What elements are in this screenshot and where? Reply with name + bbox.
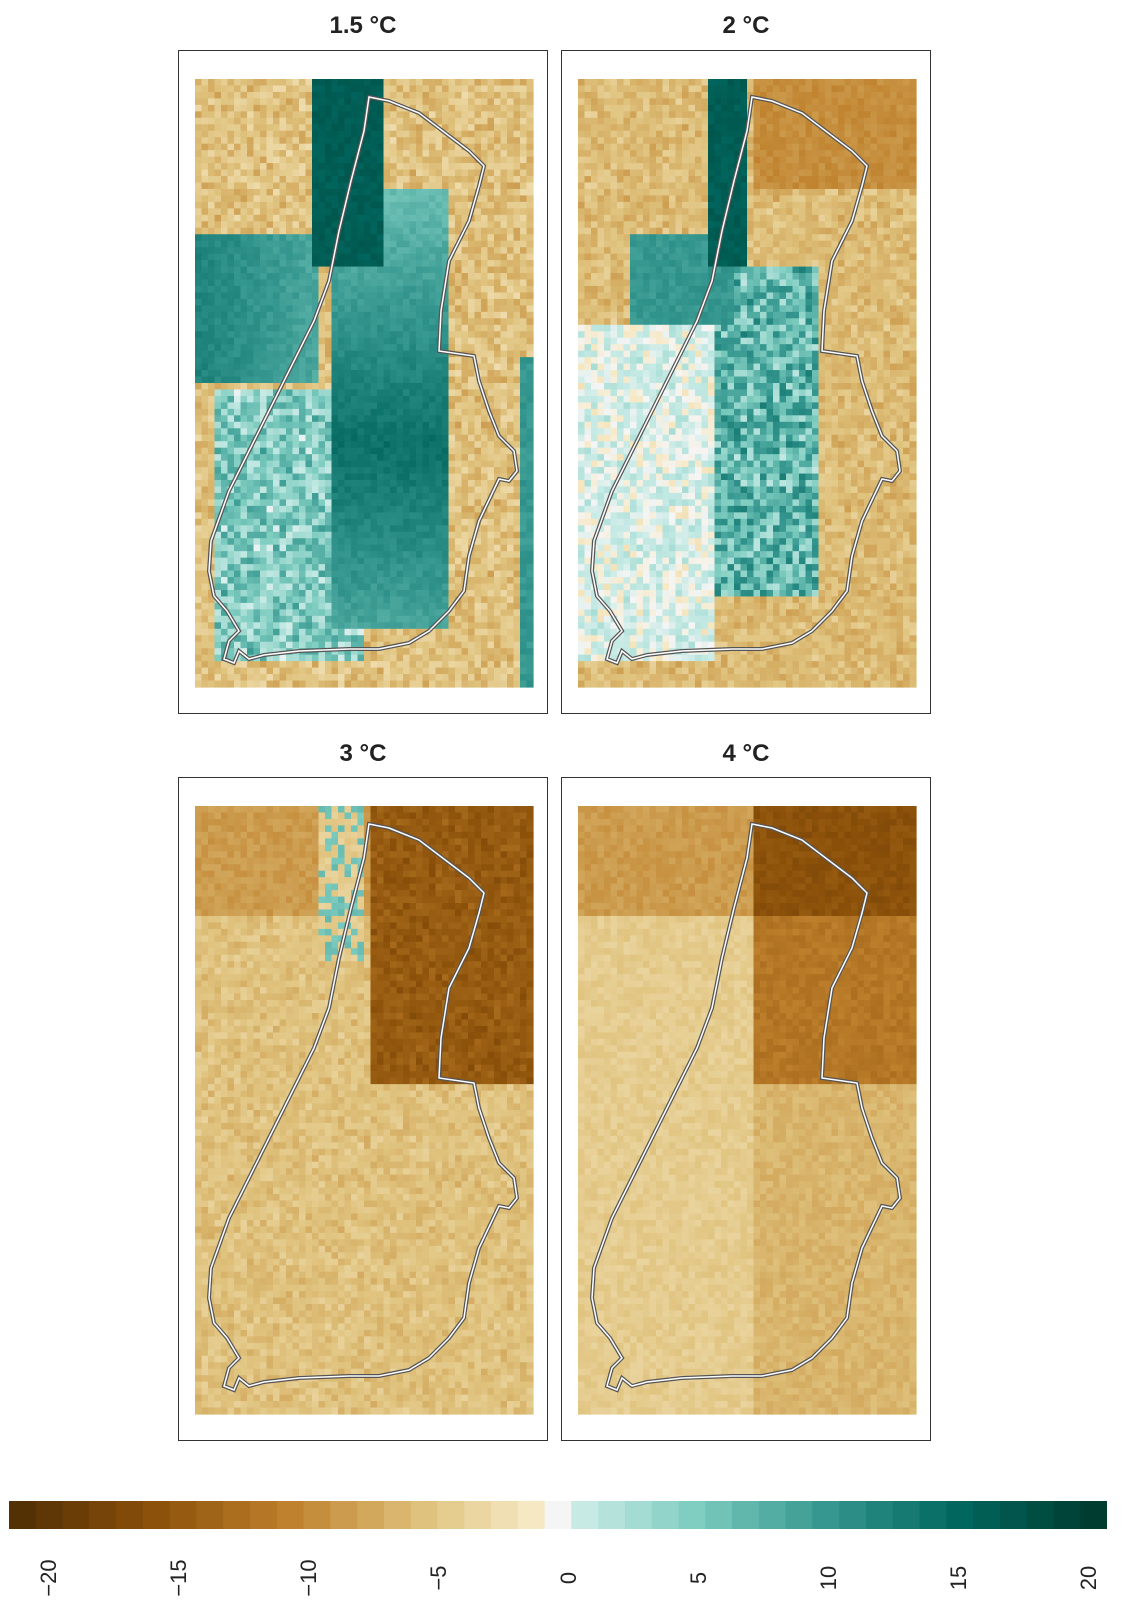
legend-swatch (1026, 1501, 1054, 1529)
legend-swatch (357, 1501, 385, 1529)
map-panel-1 (178, 50, 548, 714)
legend-swatch (1053, 1501, 1081, 1529)
legend-tick-label: −5 (426, 1565, 451, 1591)
legend-swatch (973, 1501, 1001, 1529)
legend-tick-label: 0 (556, 1571, 581, 1585)
legend-tick-label: 20 (1076, 1565, 1101, 1591)
legend-tick-label: 5 (686, 1571, 711, 1585)
legend-swatch (330, 1501, 358, 1529)
region-outline-inner (208, 823, 518, 1391)
legend-swatch (437, 1501, 465, 1529)
legend-swatch (116, 1501, 144, 1529)
legend-swatch (758, 1501, 787, 1529)
legend-swatch (383, 1501, 412, 1529)
legend-swatch (142, 1501, 171, 1529)
legend-swatch (839, 1501, 867, 1529)
legend-swatch (785, 1501, 813, 1529)
legend-swatch (946, 1501, 974, 1529)
legend-tick-label: −15 (166, 1559, 191, 1597)
map-raster-1 (195, 79, 534, 688)
legend-swatch (464, 1501, 492, 1529)
legend-swatch (276, 1501, 305, 1529)
legend-swatch (999, 1501, 1028, 1529)
legend-swatch (571, 1501, 599, 1529)
region-outline-inner (591, 96, 901, 664)
legend-swatch (517, 1501, 546, 1529)
color-legend-bar (9, 1501, 1107, 1529)
panel-title-2: 2 °C (722, 12, 770, 39)
map-panel-3 (178, 777, 548, 1441)
raster-cells (578, 806, 917, 1415)
legend-swatch (919, 1501, 947, 1529)
legend-swatch (624, 1501, 653, 1529)
raster-cells (578, 79, 917, 688)
legend-swatch (598, 1501, 626, 1529)
raster-cells (195, 79, 534, 688)
legend-swatch (250, 1501, 278, 1529)
legend-swatch (35, 1501, 64, 1529)
map-raster-4 (578, 806, 917, 1415)
legend-swatch (1080, 1501, 1107, 1529)
legend-swatch (544, 1501, 572, 1529)
legend-swatch (169, 1501, 197, 1529)
panel-title-3: 3 °C (339, 740, 387, 767)
map-raster-2 (578, 79, 917, 688)
legend-swatch (223, 1501, 251, 1529)
legend-swatch (678, 1501, 706, 1529)
legend-swatch (812, 1501, 840, 1529)
legend-swatch (410, 1501, 438, 1529)
region-outline-inner (208, 96, 518, 664)
legend-tick-label: −20 (36, 1559, 61, 1597)
legend-swatch (9, 1501, 37, 1529)
region-outline-inner (591, 823, 901, 1391)
legend-swatch (62, 1501, 90, 1529)
legend-swatch (196, 1501, 224, 1529)
legend-swatch (491, 1501, 519, 1529)
map-panel-4 (561, 777, 931, 1441)
legend-tick-label: −10 (296, 1559, 321, 1597)
legend-swatch (651, 1501, 680, 1529)
legend-tick-label: 10 (816, 1565, 841, 1591)
legend-swatch (892, 1501, 921, 1529)
legend-swatch (865, 1501, 894, 1529)
legend-swatch (89, 1501, 117, 1529)
legend-swatch (732, 1501, 760, 1529)
raster-cells (195, 806, 534, 1415)
legend-tick-label: 15 (946, 1565, 971, 1591)
panel-title-1: 1.5 °C (329, 12, 397, 39)
map-panel-2 (561, 50, 931, 714)
legend-swatch (303, 1501, 331, 1529)
panel-title-4: 4 °C (722, 740, 770, 767)
map-raster-3 (195, 806, 534, 1415)
legend-swatch (705, 1501, 733, 1529)
